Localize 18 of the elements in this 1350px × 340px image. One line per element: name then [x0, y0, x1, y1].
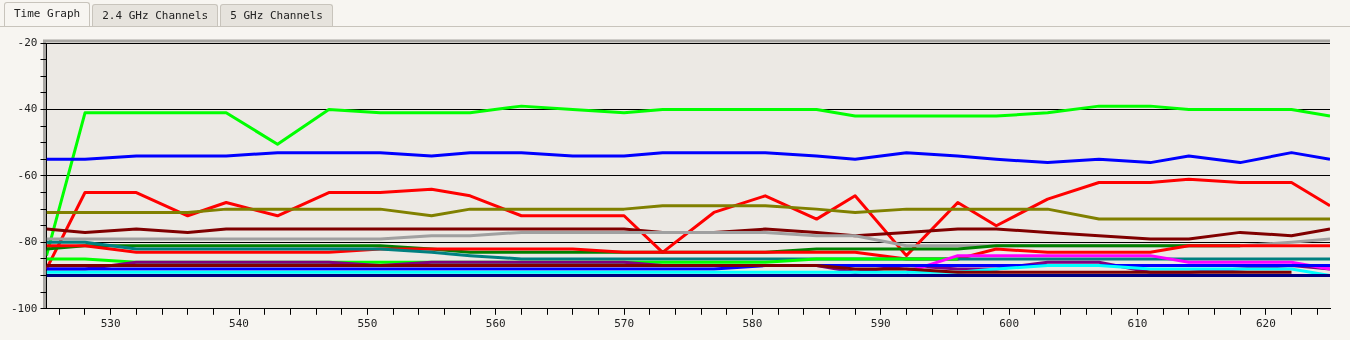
- y-tick-label: -100: [10, 301, 38, 315]
- x-tick-label: 600: [999, 317, 1020, 331]
- x-tick-label: 540: [229, 317, 249, 331]
- x-tick-label: 620: [1255, 317, 1276, 331]
- y-tick-label: -20: [17, 35, 38, 49]
- text: Time Graph: [4, 2, 91, 26]
- x-tick-label: 550: [357, 317, 378, 331]
- x-tick-label: 530: [100, 317, 121, 331]
- y-tick-label: -40: [17, 102, 38, 116]
- y-tick-label: -60: [17, 168, 38, 182]
- text: 5 GHz Channels: [220, 4, 333, 26]
- x-tick-label: 580: [742, 317, 763, 331]
- x-tick-label: 590: [870, 317, 891, 331]
- x-tick-label: 610: [1127, 317, 1148, 331]
- x-tick-label: 570: [614, 317, 635, 331]
- x-tick-label: 560: [485, 317, 506, 331]
- y-tick-label: -80: [17, 235, 38, 249]
- text: 2.4 GHz Channels: [92, 4, 219, 26]
